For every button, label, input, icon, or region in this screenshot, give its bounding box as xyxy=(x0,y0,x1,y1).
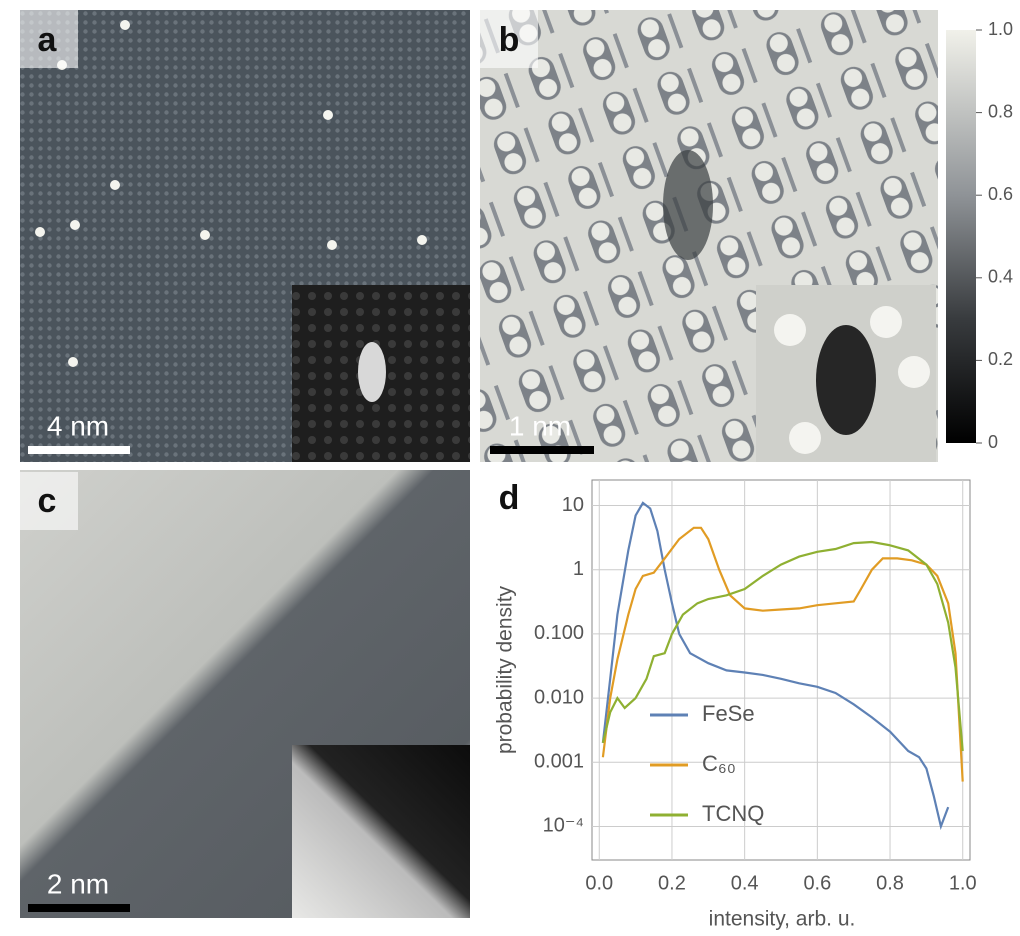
scale-bar xyxy=(28,904,130,912)
scale-bar-label: 1 nm xyxy=(509,410,571,441)
scale-bar-label: 2 nm xyxy=(47,868,109,899)
scale-bar-label: 4 nm xyxy=(47,410,109,441)
plot-frame xyxy=(591,479,971,861)
label-box xyxy=(20,472,78,530)
legend-label: C₆₀ xyxy=(702,751,736,776)
x-tick-label: 0.2 xyxy=(658,872,686,894)
data-line xyxy=(601,540,964,752)
y-tick-label: 0.010 xyxy=(534,686,584,708)
y-tick-label: 0.100 xyxy=(534,622,584,644)
y-tick-label: 1 xyxy=(573,558,584,580)
y-tick-label: 0.001 xyxy=(534,751,584,773)
colorbar-tick-label: 0.4 xyxy=(988,267,1013,287)
panel-label: d xyxy=(499,479,520,517)
legend-label: FeSe xyxy=(702,701,755,726)
x-axis-label: intensity, arb. u. xyxy=(709,908,856,931)
x-tick-label: 0.6 xyxy=(803,872,831,894)
data-line xyxy=(601,526,964,782)
y-axis-label: probability density xyxy=(494,585,517,754)
legend-label: TCNQ xyxy=(702,801,764,826)
colorbar-tick-label: 0 xyxy=(988,432,998,452)
label-box xyxy=(480,10,538,68)
inset-features xyxy=(774,306,930,454)
molecule xyxy=(358,342,386,402)
colorbar xyxy=(946,30,976,443)
label-box xyxy=(20,10,78,68)
y-tick-label: 10 xyxy=(562,494,584,516)
x-tick-label: 1.0 xyxy=(949,872,977,894)
colorbar-tick-label: 0.2 xyxy=(988,349,1013,369)
x-tick-label: 0.0 xyxy=(585,872,613,894)
data-line xyxy=(601,501,950,831)
inset-image xyxy=(292,745,470,918)
defect xyxy=(663,150,713,260)
scale-bar xyxy=(490,446,594,454)
y-tick-label: 10⁻⁴ xyxy=(543,815,584,837)
colorbar-tick-label: 0.8 xyxy=(988,101,1013,121)
panel-label: a xyxy=(38,21,58,59)
scale-bar xyxy=(28,446,130,454)
panel-label: b xyxy=(499,21,520,59)
panel-label: c xyxy=(38,482,57,520)
x-tick-label: 0.4 xyxy=(731,872,759,894)
colorbar-tick-label: 1.0 xyxy=(988,19,1013,39)
colorbar-tick-label: 0.6 xyxy=(988,184,1013,204)
x-tick-label: 0.8 xyxy=(876,872,904,894)
